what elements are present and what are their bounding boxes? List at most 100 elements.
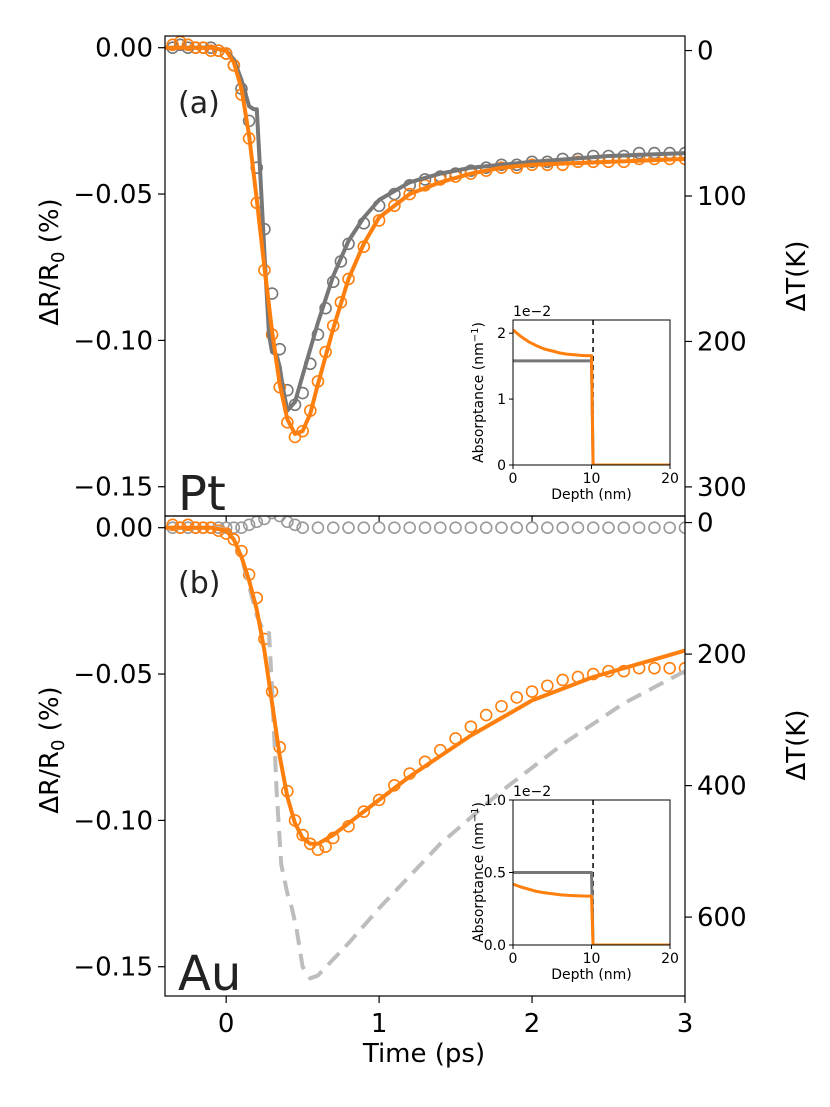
inset-y-tick-label: 0.0 xyxy=(484,938,506,954)
au-gray-data-point xyxy=(479,521,493,535)
inset-y-tick-label: 0.5 xyxy=(484,866,506,882)
au-gray-data-point xyxy=(273,516,287,523)
au-gray-data-point xyxy=(663,521,677,535)
y-axis-label-main: ΔR/R xyxy=(35,751,65,814)
inset-y-axis-label-end: ) xyxy=(471,322,487,327)
au-gray-data-point xyxy=(403,521,417,535)
au-orange-data-point xyxy=(495,699,508,713)
panel-label: (b) xyxy=(178,566,220,601)
y-axis-label-sub: 0 xyxy=(48,252,69,263)
au-orange-data-point xyxy=(663,661,677,675)
inset-x-tick-label: 0 xyxy=(509,471,518,487)
au-orange-data-point xyxy=(556,673,569,687)
y-tick-label: −0.05 xyxy=(73,180,153,210)
pt-orange-data-point xyxy=(403,187,417,201)
au-gray-data-point xyxy=(617,521,631,535)
au-gray-data-point xyxy=(372,521,386,535)
inset-y-axis-label-sup: −1 xyxy=(470,808,481,823)
inset-au: 0 10 20 0.0 0.5 1.0 1e−2 Depth (nm) Absorptance … xyxy=(470,784,679,983)
au-orange-data-point xyxy=(541,679,554,693)
y-tick-label: 0.00 xyxy=(95,34,153,64)
pt-orange-data-point xyxy=(372,214,386,227)
au-gray-data-point xyxy=(556,521,569,535)
inset-x-tick-label: 0 xyxy=(509,951,518,967)
au-gray-data-point xyxy=(495,521,508,535)
pt-orange-fit-line xyxy=(165,45,685,436)
y-axis-label-main: ΔR/R xyxy=(35,263,65,326)
inset-y-axis-label-sup: −1 xyxy=(470,328,481,343)
x-tick-label: 2 xyxy=(524,1009,541,1039)
y-axis-label-unit: (%) xyxy=(35,198,65,251)
au-gray-data-point xyxy=(602,521,615,535)
y-axis-label: ΔR/R0 (%) xyxy=(35,198,69,325)
au-gray-data-point xyxy=(388,521,401,535)
y2-axis-label: ΔT(K) xyxy=(782,240,812,311)
pt-orange-data-point xyxy=(219,47,233,60)
y-tick-label: 0.00 xyxy=(95,514,153,544)
inset-x-tick-label: 10 xyxy=(583,951,601,967)
inset-orange-line xyxy=(513,882,670,945)
inset-x-axis-label: Depth (nm) xyxy=(551,487,632,503)
pt-gray-fit-line xyxy=(165,45,685,413)
inset-y-tick-label: 1 xyxy=(497,392,506,408)
inset-plot-area xyxy=(513,800,670,945)
inset-exponent-label: 1e−2 xyxy=(513,784,551,800)
y2-axis-label: ΔT(K) xyxy=(782,709,812,780)
material-label: Au xyxy=(178,946,241,1002)
inset-y-axis-label: Absorptance (nm−1) xyxy=(470,802,487,943)
y-tick-label: −0.10 xyxy=(73,806,153,836)
y2-tick-label: 100 xyxy=(697,182,747,212)
au-gray-data-point xyxy=(311,521,325,535)
au-temperature-dashed--line xyxy=(165,525,685,981)
inset-y-axis-label-main: Absorptance (nm xyxy=(471,822,487,943)
inset-y-axis-label: Absorptance (nm−1) xyxy=(470,322,487,463)
au-orange-data-point xyxy=(372,793,386,807)
au-gray-data-point xyxy=(449,521,462,535)
au-gray-data-point xyxy=(541,521,554,535)
au-gray-data-markers xyxy=(166,516,685,535)
y2-tick-label: 0 xyxy=(697,37,714,67)
au-gray-data-point xyxy=(632,521,646,535)
inset-x-tick-label: 10 xyxy=(583,471,601,487)
pt-orange-data-point xyxy=(388,199,401,213)
au-gray-data-point xyxy=(418,521,432,535)
inset-x-tick-label: 20 xyxy=(661,471,679,487)
au-orange-data-point xyxy=(357,805,371,818)
y-axis-label-sub: 0 xyxy=(48,740,69,751)
x-tick-label: 3 xyxy=(677,1009,694,1039)
y2-tick-label: 200 xyxy=(697,327,747,357)
x-tick-label: 0 xyxy=(218,1009,235,1039)
inset-exponent-label: 1e−2 xyxy=(513,304,551,320)
au-gray-data-point xyxy=(464,521,478,535)
au-gray-data-point xyxy=(288,518,302,532)
plot-area xyxy=(165,36,685,444)
au-gray-data-point xyxy=(235,521,248,535)
y2-tick-label: 200 xyxy=(697,640,747,670)
y-tick-label: −0.10 xyxy=(73,326,153,356)
au-gray-data-point xyxy=(525,521,539,535)
y2-tick-label: 0 xyxy=(697,509,714,539)
axes-frame xyxy=(164,515,686,997)
au-orange-data-point xyxy=(525,685,539,698)
au-orange-fit-line xyxy=(165,525,685,846)
inset-orange-line xyxy=(513,328,670,465)
au-orange-data-point xyxy=(227,533,241,546)
inset-plot-area xyxy=(513,320,670,465)
material-label: Pt xyxy=(178,466,226,522)
au-gray-data-point xyxy=(586,521,600,535)
inset-x-tick-label: 20 xyxy=(661,951,679,967)
y-axis-label: ΔR/R0 (%) xyxy=(35,686,69,813)
panel-label: (a) xyxy=(178,86,220,121)
au-gray-data-point xyxy=(571,521,585,535)
x-tick-label: 1 xyxy=(371,1009,388,1039)
pt-orange-data-point xyxy=(181,38,195,52)
au-gray-data-point xyxy=(678,521,685,535)
au-gray-data-point xyxy=(357,521,371,535)
y2-tick-label: 600 xyxy=(697,903,747,933)
pt-orange-data-point xyxy=(166,38,179,52)
inset-x-axis-label: Depth (nm) xyxy=(551,967,632,983)
inset-y-tick-label: 0 xyxy=(497,458,506,474)
